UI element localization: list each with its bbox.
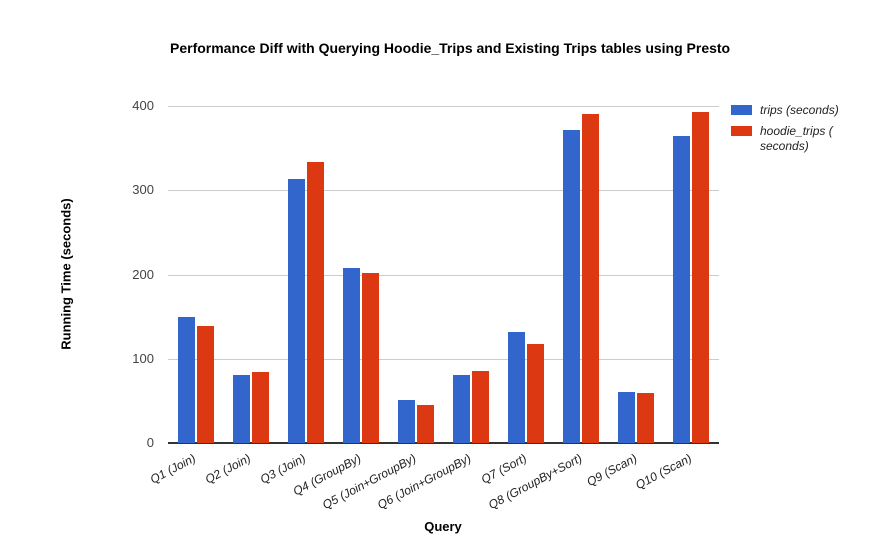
bar-trips-q1-join[interactable] [177, 316, 195, 443]
bar-hoodie_trips-q3-join[interactable] [306, 162, 324, 443]
x-axis-label-q2-join: Q2 (Join) [203, 451, 254, 487]
bar-group-q2-join [223, 106, 278, 443]
y-tick-label-100: 100 [132, 350, 154, 366]
legend-item-trips[interactable]: trips (seconds) [731, 103, 856, 118]
plot-area: 0 100 200 300 400 Q1 (Join) Q2 (Join) Q3 (Join)… [132, 98, 719, 512]
bar-trips-q3-join[interactable] [287, 178, 305, 443]
x-axis-label-q8-groupby-sort: Q8 (GroupBy+Sort) [485, 451, 584, 513]
y-tick-label-200: 200 [132, 266, 154, 282]
bar-hoodie_trips-q9-scan[interactable] [637, 393, 655, 443]
bar-group-q5-join-groupby [388, 106, 443, 443]
bar-group-q1-join [168, 106, 223, 443]
bar-trips-q2-join[interactable] [232, 374, 250, 443]
bar-group-q8-groupby-sort [554, 106, 609, 443]
x-axis-label-q5-join-groupby: Q5 (Join+GroupBy) [320, 451, 419, 513]
bar-hoodie_trips-q2-join[interactable] [251, 372, 269, 443]
bar-trips-q7-sort[interactable] [508, 331, 526, 443]
bar-group-q6-join-groupby [444, 106, 499, 443]
y-tick-label-0: 0 [146, 435, 154, 450]
bar-hoodie_trips-q7-sort[interactable] [527, 343, 545, 443]
legend-label-hoodie_trips: hoodie_trips ( seconds) [760, 124, 833, 153]
x-axis-label-q1-join: Q1 (Join) [147, 451, 199, 487]
bar-hoodie_trips-q5-join-groupby[interactable] [416, 405, 434, 443]
x-axis-label-q10-scan: Q10 (Scan) [633, 451, 695, 493]
bar-trips-q6-join-groupby[interactable] [453, 374, 471, 443]
y-tick-label-400: 400 [132, 98, 154, 113]
bar-trips-q10-scan[interactable] [673, 136, 691, 443]
chart-title: Performance Diff with Querying Hoodie_Tr… [170, 40, 731, 56]
bar-group-q9-scan [609, 106, 664, 443]
legend-swatch-trips [731, 105, 752, 115]
legend-label-trips: trips (seconds) [760, 103, 839, 117]
x-axis-label-q6-join-groupby: Q6 (Join+GroupBy) [375, 451, 474, 513]
y-axis-title: Running Time (seconds) [58, 198, 74, 350]
x-axis-baseline [168, 442, 719, 444]
bar-group-q7-sort [499, 106, 554, 443]
bar-hoodie_trips-q10-scan[interactable] [692, 111, 710, 443]
bar-hoodie_trips-q4-groupby[interactable] [361, 272, 379, 443]
bar-trips-q5-join-groupby[interactable] [397, 400, 415, 443]
gridline-300 [168, 190, 719, 192]
bar-group-q4-groupby [333, 106, 388, 443]
bar-hoodie_trips-q8-groupby-sort[interactable] [582, 114, 600, 443]
bar-group-q10-scan [664, 106, 719, 443]
y-tick-label-300: 300 [132, 182, 154, 198]
x-axis-title: Query [424, 519, 462, 534]
legend-swatch-hoodie_trips [731, 126, 752, 136]
legend: trips (seconds) hoodie_trips ( seconds) [731, 103, 856, 154]
gridline-100 [168, 358, 719, 360]
bar-hoodie_trips-q1-join[interactable] [196, 325, 214, 443]
bar-trips-q9-scan[interactable] [618, 391, 636, 443]
bar-hoodie_trips-q6-join-groupby[interactable] [472, 371, 490, 443]
bar-trips-q4-groupby[interactable] [342, 267, 360, 443]
legend-item-hoodie_trips[interactable]: hoodie_trips ( seconds) [731, 124, 856, 154]
bar-trips-q8-groupby-sort[interactable] [563, 129, 581, 443]
bar-group-q3-join [278, 106, 333, 443]
x-axis-label-q9-scan: Q9 (Scan) [584, 451, 639, 490]
gridline-200 [168, 274, 719, 276]
gridline-400 [168, 106, 719, 107]
